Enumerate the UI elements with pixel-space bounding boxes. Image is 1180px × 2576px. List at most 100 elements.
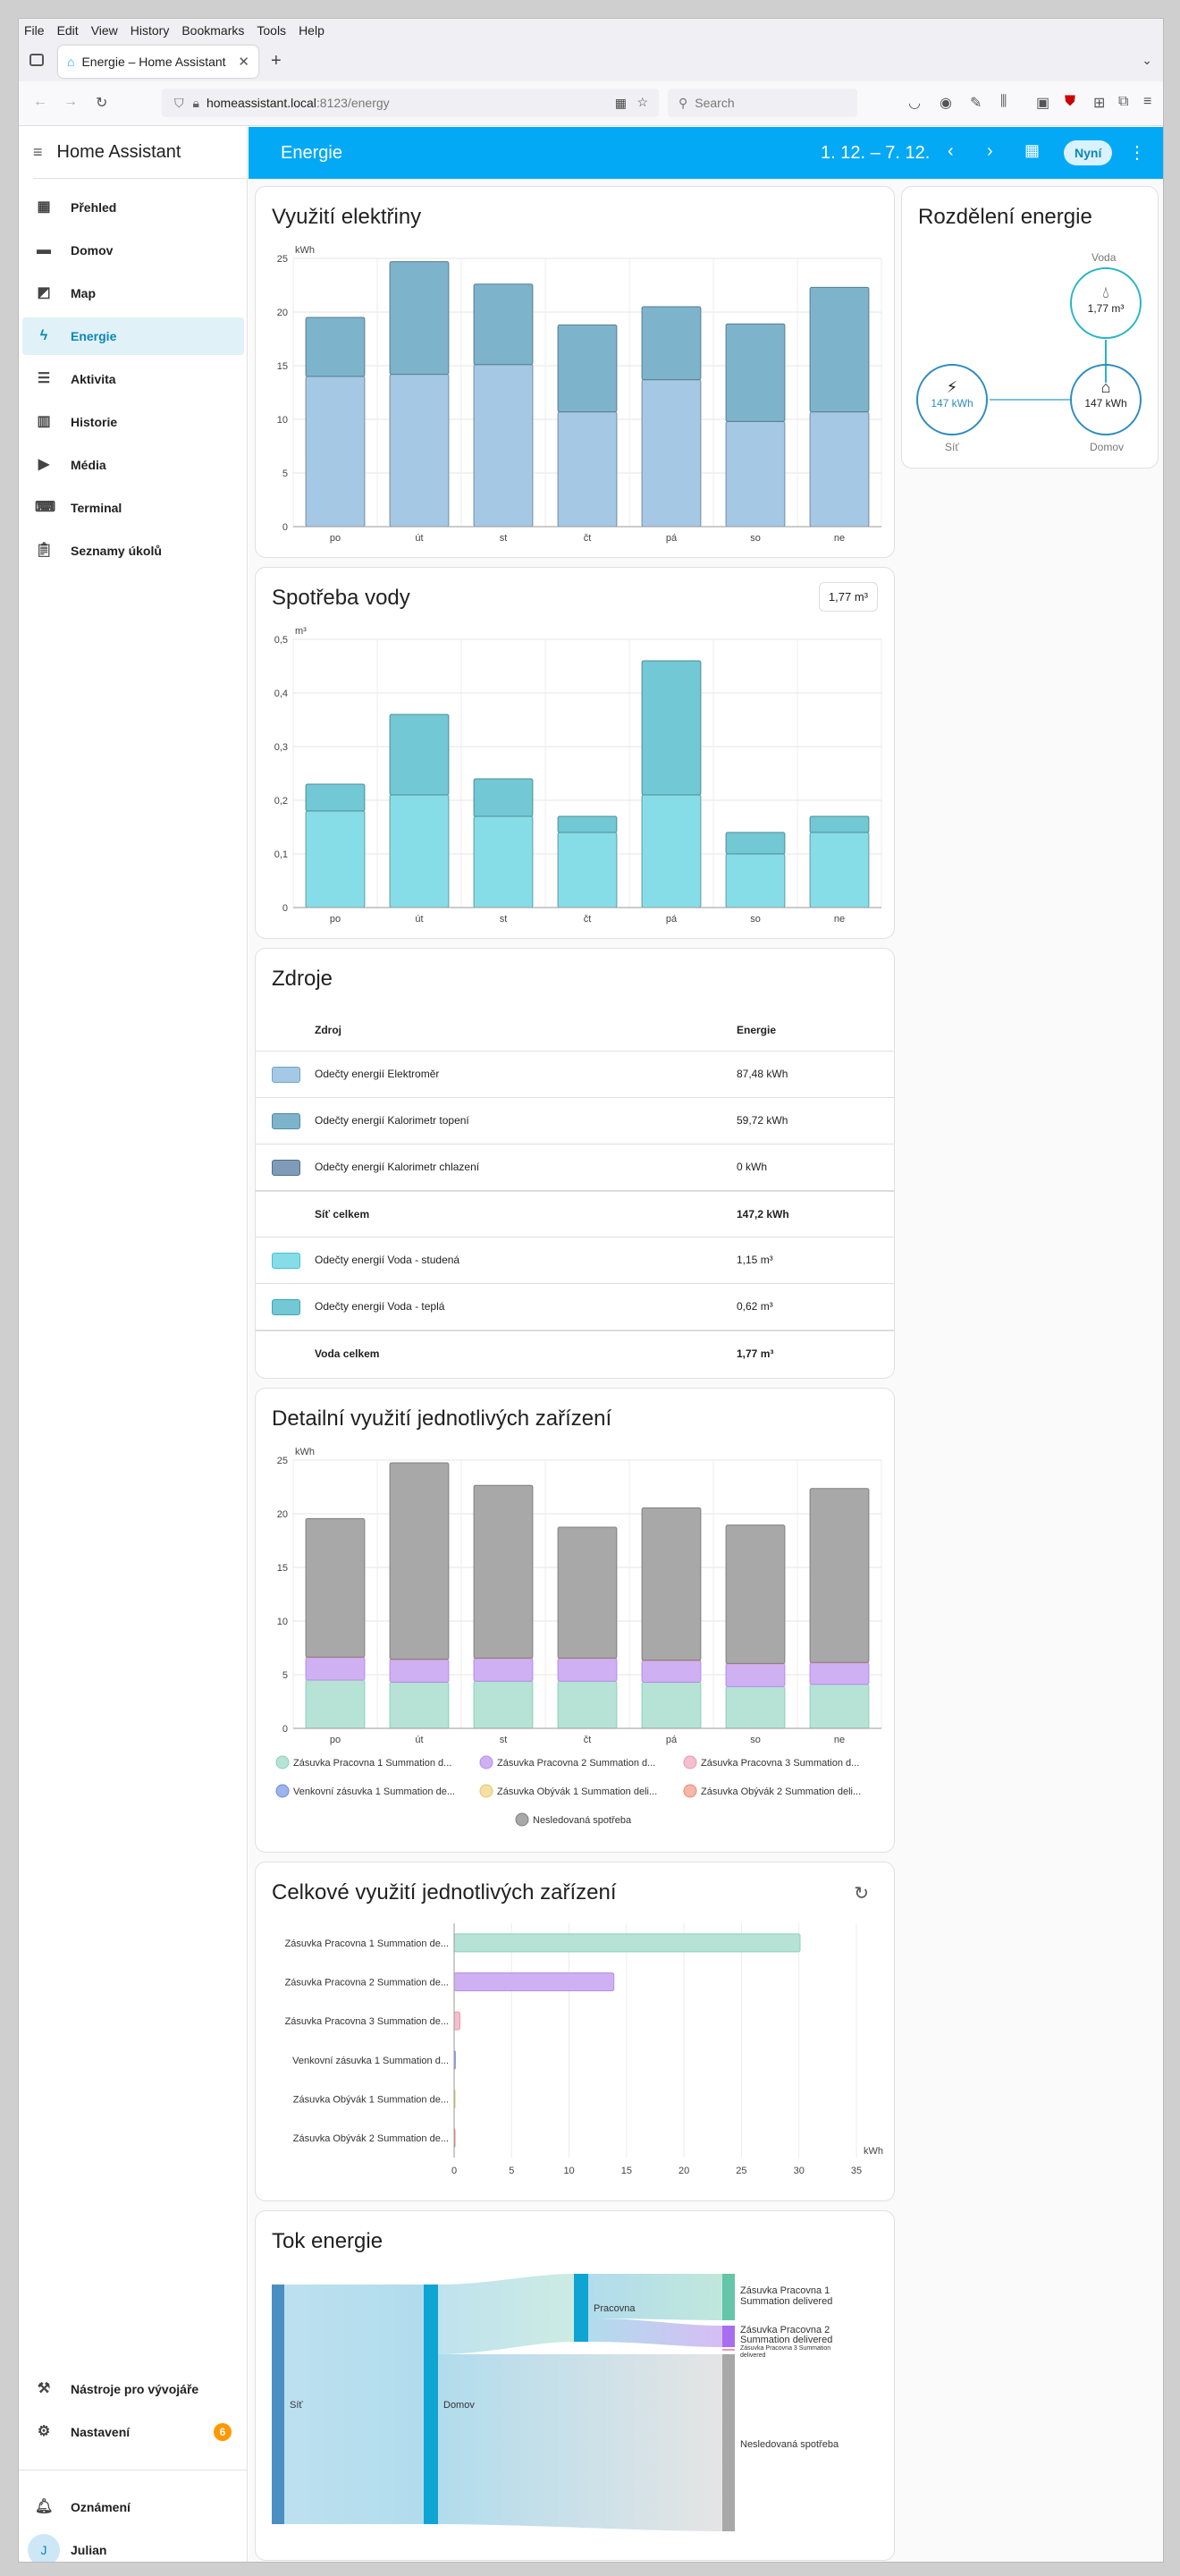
flow-link-office-plug2 (588, 2318, 722, 2347)
y-tick-label: 0,5 (274, 635, 288, 646)
flow-node-home[interactable] (424, 2285, 438, 2524)
flow-node-office[interactable] (574, 2274, 588, 2342)
x-tick-label: po (330, 1735, 341, 1745)
extensions-icon[interactable]: ⧉ (1118, 94, 1129, 109)
extension-icon-1[interactable]: ✎ (970, 96, 982, 111)
total-value: 147,2 kWh (737, 1208, 789, 1220)
device-detail-chart[interactable]: kWh 0 5 10 15 20 25 po út st čt pá so ne Zásuvka Praco… (256, 1442, 895, 1845)
sidebar-item-user[interactable]: J Julian (22, 2531, 244, 2562)
more-menu-icon[interactable]: ⋮ (1128, 143, 1146, 163)
transmission-tower-icon: ⚡︎ (946, 378, 958, 396)
energy-flow-sankey[interactable]: Síť Domov Pracovna Zásuvka Pracovna 1 Su… (256, 2265, 895, 2551)
library-icon[interactable]: ⫼ (1000, 94, 1007, 109)
sidebar-item-domov[interactable]: ▬ Domov (22, 232, 244, 269)
y-tick-label: 0,4 (274, 688, 288, 699)
extension-icon-2[interactable]: ▣ (1036, 96, 1050, 111)
electricity-chart[interactable]: kWh 0 5 10 15 20 25 po út st čt pá so ne (256, 241, 895, 553)
menu-toggle-icon[interactable]: ≡ (33, 143, 43, 161)
flow-node-grid[interactable] (272, 2285, 284, 2524)
app-menu-icon[interactable]: ≡ (1143, 94, 1152, 109)
sidebar-item-label: Historie (71, 415, 118, 429)
water-chart[interactable]: m³ 0 0,1 0,2 0,3 0,4 0,5 po út st čt pá so ne (256, 621, 895, 934)
card-title: Spotřeba vody (272, 586, 410, 610)
sidebar-item-prehled[interactable]: ▦ Přehled (22, 189, 244, 226)
close-tab-icon[interactable]: ✕ (238, 55, 249, 70)
menu-view[interactable]: View (90, 23, 118, 38)
calendar-icon[interactable]: ▦ (1024, 141, 1041, 159)
forward-icon[interactable]: → (63, 94, 78, 109)
grid-node[interactable]: ⚡︎ 147 kWh (916, 364, 988, 435)
sidebar-item-historie[interactable]: ▥ Historie (22, 403, 244, 441)
sidebar-item-terminal[interactable]: ⌨ Terminal (22, 489, 244, 527)
bar-segment (473, 283, 534, 366)
sidebar-item-label: Domov (71, 243, 114, 258)
bar-segment (305, 1657, 366, 1681)
source-value: 87,48 kWh (737, 1068, 788, 1080)
now-button[interactable]: Nyní (1064, 140, 1113, 165)
sidebar-item-aktivita[interactable]: ☰ Aktivita (22, 360, 244, 398)
reload-icon[interactable]: ↻ (96, 96, 108, 111)
y-tick-label: 10 (277, 415, 288, 426)
flow-label-plug3-line2: delivered (740, 2352, 766, 2359)
bar-segment (725, 1685, 786, 1729)
qr-code-icon[interactable]: ▦ (614, 96, 627, 110)
sidebar-item-label: Map (71, 286, 96, 300)
clipboard-icon: 📋︎ (35, 543, 54, 558)
ublock-icon[interactable]: ⛊ (1065, 94, 1076, 109)
next-period-icon[interactable]: › (987, 141, 993, 161)
sidebar-item-developer-tools[interactable]: ⚒ Nástroje pro vývojáře (22, 2370, 244, 2408)
menu-edit[interactable]: Edit (56, 23, 79, 38)
menu-help[interactable]: Help (299, 23, 324, 38)
list-all-tabs-icon[interactable]: ⌄ (1142, 53, 1152, 67)
bar-segment (473, 815, 534, 908)
legend-swatch (683, 1784, 697, 1798)
water-node[interactable]: 💧︎ 1,77 m³ (1070, 267, 1142, 339)
menu-bookmarks[interactable]: Bookmarks (181, 23, 245, 38)
previous-period-icon[interactable]: ‹ (948, 141, 954, 161)
sidebar-item-notifications[interactable]: 🔔︎ Oznámení (22, 2488, 244, 2526)
refresh-icon[interactable]: ↻ (854, 1884, 869, 1904)
search-field[interactable]: ⚲ Search (668, 89, 857, 117)
pocket-icon[interactable]: ◡ (908, 96, 921, 111)
sidebar-item-map[interactable]: ◩ Map (22, 274, 244, 312)
sidebar-item-media[interactable]: ▶ Média (22, 446, 244, 484)
sidebar-item-seznamy-ukolu[interactable]: 📋︎ Seznamy úkolů (22, 532, 244, 570)
url-bar[interactable]: ⛉ 🔒︎ homeassistant.local :8123/energy ▦ … (162, 89, 659, 117)
new-tab-icon[interactable]: + (271, 51, 282, 71)
bar-segment (557, 1658, 618, 1682)
menu-tools[interactable]: Tools (257, 23, 287, 38)
bar-segment (725, 832, 786, 855)
sidebar-header: ≡ Home Assistant (33, 127, 248, 179)
extensions-grid-icon[interactable]: ⊞ (1093, 96, 1106, 111)
sidebar-item-label: Nastavení (71, 2425, 131, 2439)
page-title: Energie (281, 143, 342, 163)
x-tick-label: so (750, 533, 761, 544)
flow-label-plug3-line1: Zásuvka Pracovna 3 Summation (740, 2345, 830, 2352)
source-name: Odečty energií Voda - studená (315, 1254, 460, 1266)
flow-label-plug2-line2: Summation delivered (740, 2335, 832, 2345)
y-tick-label: 0,1 (274, 849, 288, 860)
bookmark-star-icon[interactable]: ☆ (636, 95, 648, 109)
flow-node-plug3[interactable] (722, 2349, 735, 2351)
sofa-icon: ▬ (37, 242, 51, 258)
y-tick-label: 5 (282, 469, 288, 479)
menu-history[interactable]: History (130, 23, 170, 38)
back-icon[interactable]: ← (33, 94, 47, 109)
table-row: Odečty energií Kalorimetr chlazení 0 kWh (256, 1144, 894, 1190)
browser-tab[interactable]: ⌂ Energie – Home Assistant ✕ (58, 46, 258, 78)
flow-node-untracked[interactable] (722, 2354, 735, 2531)
sidebar-item-settings[interactable]: ⚙ Nastavení 6 (22, 2413, 244, 2451)
bell-icon: 🔔︎ (35, 2499, 54, 2514)
home-node[interactable]: ⌂ 147 kWh (1070, 364, 1142, 435)
tab-overview-icon[interactable] (30, 54, 44, 66)
account-icon[interactable]: ◉ (940, 96, 952, 111)
legend-swatch (683, 1755, 697, 1769)
menu-file[interactable]: File (24, 23, 45, 38)
x-tick-label: čt (584, 533, 592, 544)
flow-node-plug2[interactable] (722, 2326, 735, 2347)
flow-node-plug1[interactable] (722, 2274, 735, 2320)
sidebar-item-energie[interactable]: ϟ Energie (22, 317, 244, 355)
bar-segment (389, 714, 450, 796)
bar-segment (641, 1660, 702, 1683)
